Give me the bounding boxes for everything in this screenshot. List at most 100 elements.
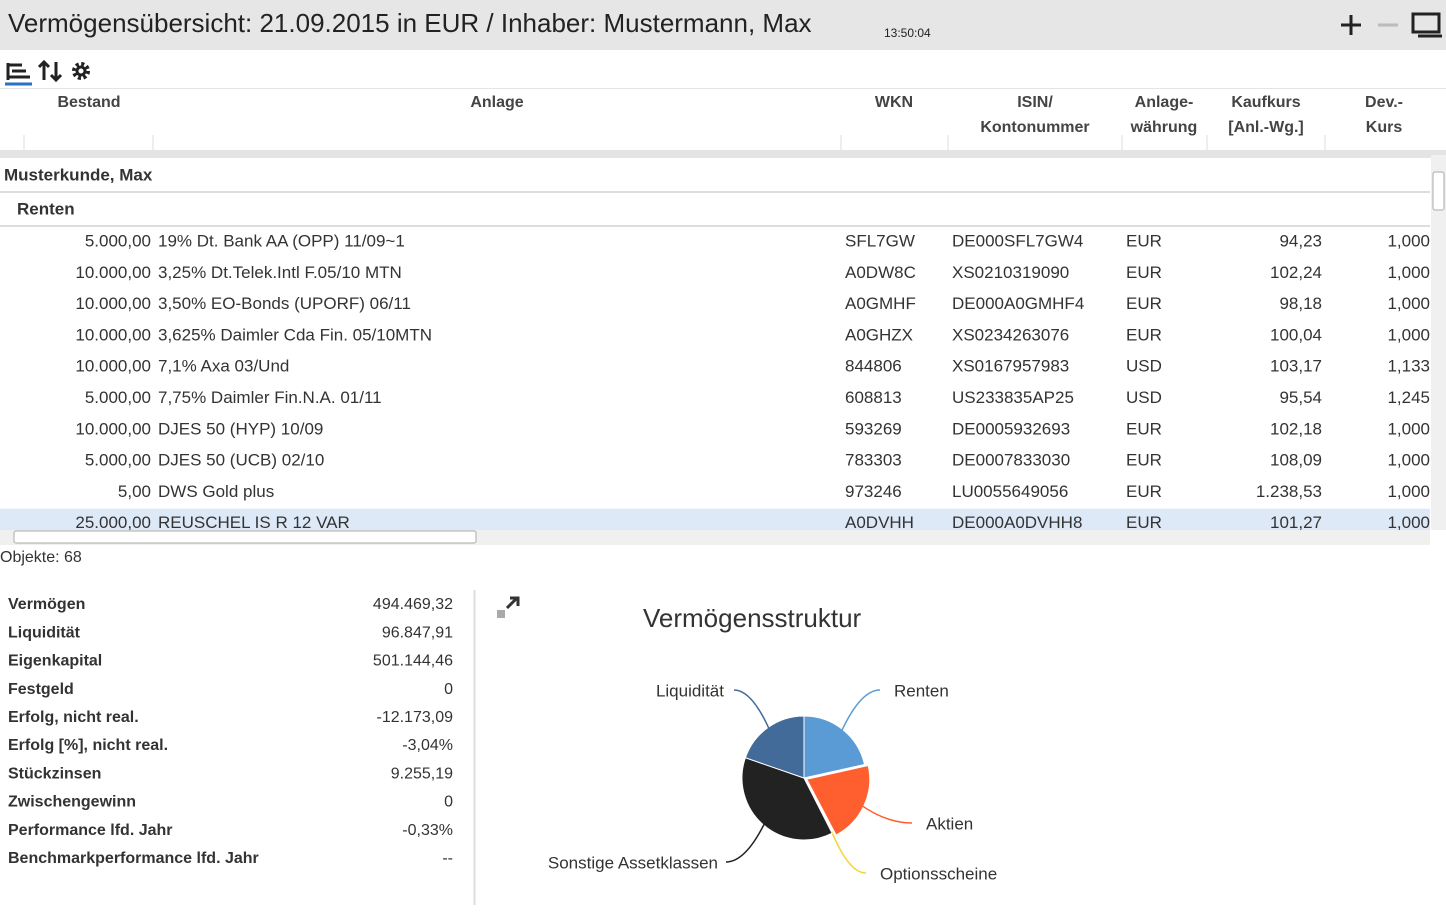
cell: 10.000,00: [75, 419, 151, 438]
summary-value: 96.847,91: [382, 624, 453, 641]
cell: XS0167957983: [952, 357, 1069, 376]
cell: 98,18: [1279, 294, 1322, 313]
cell: DJES 50 (HYP) 10/09: [158, 419, 323, 438]
header-band: [0, 150, 1446, 158]
cell: 10.000,00: [75, 357, 151, 376]
column-header: Anlage-: [1135, 94, 1194, 111]
cell: EUR: [1126, 263, 1162, 282]
cell: 95,54: [1279, 388, 1322, 407]
cell: 1,000: [1387, 263, 1430, 282]
cell: 102,24: [1270, 263, 1322, 282]
leader-line: [858, 802, 913, 824]
cell: DE0007833030: [952, 451, 1070, 470]
cell: EUR: [1126, 419, 1162, 438]
cell: XS0234263076: [952, 325, 1069, 344]
cell: 102,18: [1270, 419, 1322, 438]
vertical-scrollbar[interactable]: [1431, 155, 1446, 530]
leader-line: [830, 831, 867, 874]
summary-label: Liquidität: [8, 624, 81, 641]
summary-value: --: [442, 850, 453, 867]
cell: LU0055649056: [952, 482, 1068, 501]
cell: 5,00: [118, 482, 151, 501]
cell: 5.000,00: [85, 451, 151, 470]
cell: 1,133: [1387, 357, 1430, 376]
cell: SFL7GW: [845, 231, 915, 250]
leader-line: [840, 689, 881, 732]
cell: 1.238,53: [1256, 482, 1322, 501]
cell: 10.000,00: [75, 263, 151, 282]
summary-label: Benchmarkperformance lfd. Jahr: [8, 850, 259, 867]
table-body: 5.000,00 19% Dt. Bank AA (OPP) 11/09~1 SFL…: [0, 231, 1430, 532]
summary-label: Stückzinsen: [8, 765, 101, 782]
cell: 100,04: [1270, 325, 1322, 344]
summary-value: 501.144,46: [373, 653, 453, 670]
cell: A0DW8C: [845, 263, 916, 282]
cell: 7,75% Daimler Fin.N.A. 01/11: [158, 388, 382, 407]
summary-label: Erfolg, nicht real.: [8, 709, 139, 726]
subgroup-row: Renten: [17, 199, 75, 218]
cell: XS0210319090: [952, 263, 1069, 282]
cell: EUR: [1126, 325, 1162, 344]
cell: 5.000,00: [85, 388, 151, 407]
cell: DE000SFL7GW4: [952, 231, 1083, 250]
cell: 1,000: [1387, 231, 1430, 250]
cell: DJES 50 (UCB) 02/10: [158, 451, 324, 470]
column-header: Kaufkurs: [1231, 94, 1300, 111]
cell: 25.000,00: [75, 513, 151, 532]
summary-label: Performance lfd. Jahr: [8, 822, 173, 839]
summary-value: 9.255,19: [391, 765, 453, 782]
title-bar: [0, 0, 1446, 50]
cell: 3,50% EO-Bonds (UPORF) 06/11: [158, 294, 411, 313]
cell: 7,1% Axa 03/Und: [158, 357, 289, 376]
pie-slice: [805, 764, 871, 836]
summary-label: Erfolg [%], nicht real.: [8, 737, 168, 754]
cell: 10.000,00: [75, 325, 151, 344]
cell: 10.000,00: [75, 294, 151, 313]
cell: EUR: [1126, 513, 1162, 532]
cell: A0GHZX: [845, 325, 913, 344]
cell: 608813: [845, 388, 902, 407]
cell: 1,245: [1387, 388, 1430, 407]
cell: DE000A0GMHF4: [952, 294, 1084, 313]
cell: 1,000: [1387, 294, 1430, 313]
add-button[interactable]: [1341, 15, 1361, 35]
horizontal-scrollbar[interactable]: [0, 530, 1430, 545]
cell: 101,27: [1270, 513, 1322, 532]
cell: USD: [1126, 388, 1162, 407]
slice-label: Sonstige Assetklassen: [548, 853, 718, 872]
cell: 3,625% Daimler Cda Fin. 05/10MTN: [158, 325, 432, 344]
leader-line: [725, 822, 766, 863]
group-row: Musterkunde, Max: [4, 165, 153, 184]
cell: 1,000: [1387, 325, 1430, 344]
header-separators: [23, 135, 1326, 150]
cell: US233835AP25: [952, 388, 1074, 407]
summary-value: 0: [444, 681, 453, 698]
list-view-button[interactable]: [5, 63, 32, 86]
summary-label: Eigenkapital: [8, 653, 102, 670]
window-title: Vermögensübersicht: 21.09.2015 in EUR / …: [8, 8, 812, 38]
cell: USD: [1126, 357, 1162, 376]
cell: 1,000: [1387, 513, 1430, 532]
summary-label: Vermögen: [8, 596, 85, 613]
column-header: [Anl.-Wg.]: [1228, 119, 1304, 136]
settings-button[interactable]: [72, 62, 90, 80]
summary-value: 0: [444, 794, 453, 811]
window-button[interactable]: [1411, 12, 1442, 38]
expand-button[interactable]: [497, 596, 520, 618]
column-header: Kontonummer: [980, 119, 1089, 136]
column-header: Bestand: [57, 94, 120, 111]
cell: 593269: [845, 419, 902, 438]
cell: EUR: [1126, 294, 1162, 313]
cell: REUSCHEL IS R 12 VAR: [158, 513, 350, 532]
sort-button[interactable]: [37, 59, 63, 83]
summary: Vermögen 494.469,32 Liquidität 96.847,91 Eig…: [8, 596, 453, 867]
slice-label: Liquidität: [656, 681, 724, 700]
cell: EUR: [1126, 482, 1162, 501]
cell: 108,09: [1270, 451, 1322, 470]
summary-value: -12.173,09: [376, 709, 453, 726]
selected-row: [0, 508, 1430, 530]
cell: DWS Gold plus: [158, 482, 274, 501]
column-header: Anlage: [470, 94, 523, 111]
